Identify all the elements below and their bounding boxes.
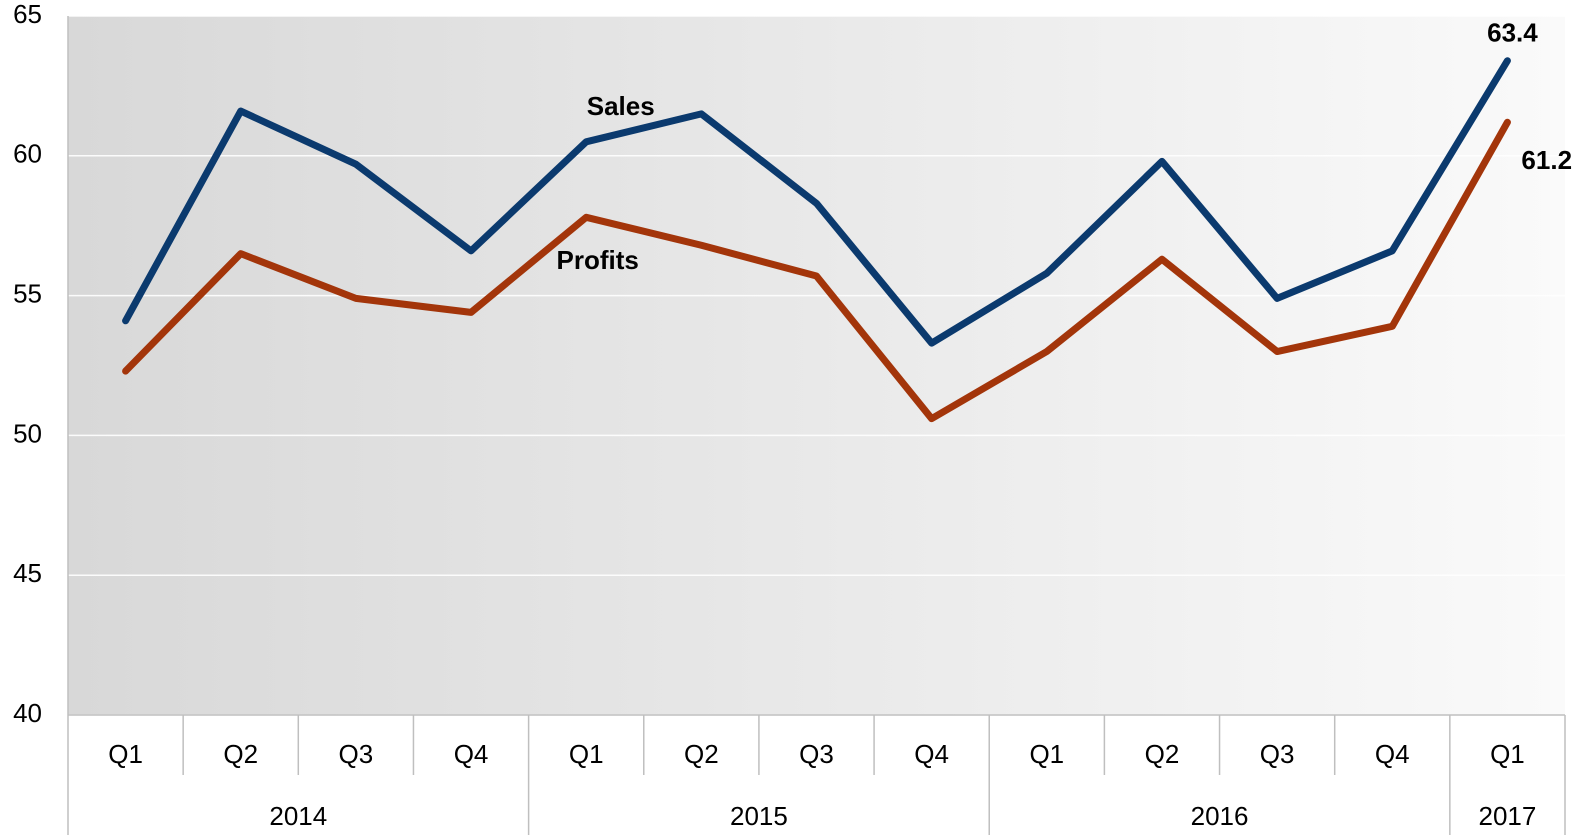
x-tick-label: Q1	[108, 739, 143, 769]
x-tick-label: Q3	[339, 739, 374, 769]
x-tick-label: Q2	[684, 739, 719, 769]
y-tick-label: 55	[13, 278, 42, 308]
series-label: Sales	[587, 91, 655, 121]
y-tick-label: 60	[13, 139, 42, 169]
x-tick-label: Q2	[223, 739, 258, 769]
x-tick-label: Q4	[1375, 739, 1410, 769]
x-tick-label: Q3	[799, 739, 834, 769]
x-tick-label: Q4	[454, 739, 489, 769]
x-tick-label: Q3	[1260, 739, 1295, 769]
x-group-label: 2015	[730, 801, 788, 831]
series-label: Profits	[557, 245, 639, 275]
x-tick-label: Q1	[569, 739, 604, 769]
series-line	[122, 57, 1511, 347]
x-tick-label: Q4	[914, 739, 949, 769]
y-tick-label: 45	[13, 558, 42, 588]
series-line	[122, 118, 1511, 423]
plot-area	[68, 16, 1565, 715]
data-label: 63.4	[1487, 18, 1538, 48]
data-label: 61.2	[1521, 145, 1572, 175]
x-group-label: 2014	[269, 801, 327, 831]
y-tick-label: 65	[13, 0, 42, 29]
y-tick-label: 40	[13, 698, 42, 728]
x-group-label: 2016	[1191, 801, 1249, 831]
x-tick-label: Q1	[1490, 739, 1525, 769]
y-tick-label: 50	[13, 418, 42, 448]
x-group-label: 2017	[1479, 801, 1537, 831]
x-tick-label: Q2	[1145, 739, 1180, 769]
x-tick-label: Q1	[1029, 739, 1064, 769]
